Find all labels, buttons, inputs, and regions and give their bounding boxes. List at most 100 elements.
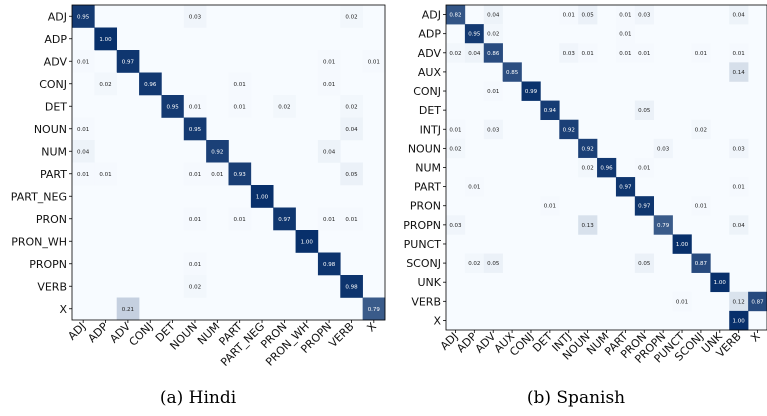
cell-value-label: 0.95 xyxy=(189,127,202,133)
heatmap-cell xyxy=(729,138,749,159)
heatmap-cell xyxy=(72,117,95,141)
cell-value-label: 0.97 xyxy=(278,217,291,223)
cell-value-label: 0.03 xyxy=(638,13,651,19)
heatmap-cell xyxy=(340,5,363,28)
y-tick-label: VERB xyxy=(411,295,441,308)
cell-value-label: 0.02 xyxy=(189,284,201,290)
heatmap-cell xyxy=(317,72,341,96)
heatmap-cell xyxy=(672,234,692,254)
heatmap-cell xyxy=(672,291,692,312)
heatmap-cell xyxy=(340,95,363,118)
cell-value-label: 0.02 xyxy=(99,82,111,88)
y-tick-label: NUM xyxy=(415,162,441,175)
cell-value-label: 0.96 xyxy=(144,82,157,88)
heatmap-cell xyxy=(502,62,522,82)
heatmap-cell xyxy=(317,140,341,163)
y-tick-label: PROPN xyxy=(29,258,67,271)
heatmap-cell xyxy=(72,50,95,73)
cell-value-label: 0.01 xyxy=(695,51,707,57)
heatmap-cell xyxy=(295,230,319,253)
heatmap-cell xyxy=(72,5,95,28)
heatmap-cell xyxy=(483,119,503,140)
heatmap-cell xyxy=(559,119,579,140)
y-tick-label: NUM xyxy=(41,145,67,158)
cell-value-label: 0.01 xyxy=(77,127,89,133)
cell-value-label: 0.01 xyxy=(563,13,575,19)
cell-value-label: 0.01 xyxy=(733,185,745,191)
cell-value-label: 0.01 xyxy=(733,51,745,57)
heatmap-cell xyxy=(615,5,636,25)
heatmap-cell xyxy=(464,43,485,63)
cell-value-label: 0.05 xyxy=(487,261,500,267)
x-tick-label: ADP xyxy=(85,320,110,345)
heatmap-cell xyxy=(729,215,749,235)
heatmap-cell xyxy=(340,207,363,231)
cell-value-label: 0.01 xyxy=(189,262,201,268)
heatmap-cell xyxy=(446,43,466,63)
heatmap-cell xyxy=(72,162,95,186)
cell-value-label: 0.01 xyxy=(189,104,201,110)
cell-value-label: 0.02 xyxy=(449,146,461,152)
heatmap-cell xyxy=(748,291,767,312)
heatmap-cell xyxy=(317,207,341,231)
heatmap-cell xyxy=(559,5,579,25)
cell-value-label: 0.21 xyxy=(122,307,134,313)
y-tick-label: X xyxy=(59,303,67,316)
heatmap-cell xyxy=(94,27,118,51)
cell-value-label: 1.00 xyxy=(99,37,112,43)
cell-value-label: 0.01 xyxy=(619,51,631,57)
cell-value-label: 0.95 xyxy=(166,104,179,110)
heatmap-cell xyxy=(710,272,730,293)
x-tick-label: ADJ xyxy=(65,320,88,343)
cell-value-label: 0.99 xyxy=(525,89,538,95)
cell-value-label: 0.95 xyxy=(77,14,90,20)
y-tick-label: ADV xyxy=(44,55,68,68)
heatmap-cell xyxy=(634,157,655,178)
heatmap-cell xyxy=(483,43,503,63)
heatmap-cell xyxy=(228,72,252,96)
heatmap-cell xyxy=(464,177,485,197)
heatmap-cell xyxy=(729,5,749,25)
cell-value-label: 0.02 xyxy=(278,104,290,110)
heatmap-cell xyxy=(72,140,95,163)
heatmap-cell xyxy=(653,138,673,159)
cell-value-label: 1.00 xyxy=(733,318,746,324)
heatmap-cell xyxy=(483,81,503,101)
cell-value-label: 0.01 xyxy=(619,32,631,38)
heatmap-cell xyxy=(578,5,598,25)
heatmap-cell xyxy=(729,291,749,312)
y-tick-label: CONJ xyxy=(413,85,441,98)
hindi-confusion-matrix: 0.95 0.03 0.02 1.00 0.01 0.97 0.01 0.01 0.02 0.96… xyxy=(11,4,386,369)
heatmap-cell xyxy=(340,275,363,298)
heatmap-cell xyxy=(597,157,617,178)
caption-spanish: (b) Spanish xyxy=(527,388,625,408)
heatmap-cell xyxy=(116,297,140,321)
y-tick-label: PRON xyxy=(36,213,67,226)
y-tick-label: DET xyxy=(45,100,67,113)
heatmap-frame xyxy=(71,4,386,321)
y-tick-label: PRON_WH xyxy=(11,235,67,248)
cell-value-label: 0.02 xyxy=(345,104,357,110)
heatmap-cell xyxy=(228,162,252,186)
cell-value-label: 0.03 xyxy=(733,146,746,152)
y-tick-label: PRON xyxy=(410,200,441,213)
heatmap-cell xyxy=(183,5,207,28)
cell-value-label: 1.00 xyxy=(676,242,689,248)
heatmap-cell xyxy=(317,50,341,73)
cell-value-label: 0.96 xyxy=(600,166,613,172)
cell-value-label: 0.97 xyxy=(638,204,651,210)
cell-value-label: 0.05 xyxy=(345,172,358,178)
cell-value-label: 0.02 xyxy=(581,166,593,172)
cell-value-label: 0.02 xyxy=(468,261,480,267)
spanish-confusion-matrix: 0.82 0.04 0.01 0.05 0.01 0.03 0.04 0.95 0.02 0.01… xyxy=(403,4,767,366)
cell-value-label: 0.04 xyxy=(323,149,336,155)
cell-value-label: 0.03 xyxy=(189,14,202,20)
cell-value-label: 0.03 xyxy=(487,127,500,133)
cell-value-label: 0.01 xyxy=(323,217,335,223)
cell-value-label: 0.79 xyxy=(657,223,670,229)
cell-value-label: 0.01 xyxy=(487,89,499,95)
y-tick-label: PART xyxy=(40,168,67,181)
cell-value-label: 0.01 xyxy=(638,51,650,57)
heatmap-cell xyxy=(183,207,207,231)
cell-value-label: 0.02 xyxy=(695,127,707,133)
